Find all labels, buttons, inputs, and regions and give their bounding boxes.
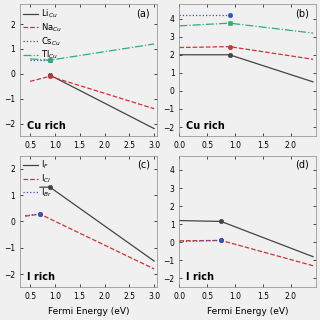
Text: (b): (b) — [295, 8, 309, 18]
Text: (c): (c) — [137, 159, 150, 170]
Tl$_{Cu}$ — [152, 42, 156, 46]
Legend: I$_{F}$, I$_{Cl}$, I$_{Br}$: I$_{F}$, I$_{Cl}$, I$_{Br}$ — [22, 157, 54, 201]
Text: (a): (a) — [136, 8, 150, 18]
Tl$_{Cu}$ — [48, 58, 52, 62]
Na$_{Cu}$ — [152, 107, 156, 111]
Legend: Li$_{Cu}$, Na$_{Cu}$, Cs$_{Cu}$, Tl$_{Cu}$: Li$_{Cu}$, Na$_{Cu}$, Cs$_{Cu}$, Tl$_{Cu… — [22, 6, 64, 63]
Line: Na$_{Cu}$: Na$_{Cu}$ — [30, 76, 154, 109]
X-axis label: Fermi Energy (eV): Fermi Energy (eV) — [48, 307, 129, 316]
I$_{F}$ — [152, 259, 156, 263]
I$_{Br}$ — [38, 212, 42, 216]
Na$_{Cu}$ — [48, 75, 52, 78]
Line: I$_{F}$: I$_{F}$ — [40, 187, 154, 261]
Tl$_{Cu}$ — [28, 57, 32, 61]
Line: I$_{Cl}$: I$_{Cl}$ — [25, 214, 154, 269]
Line: I$_{Br}$: I$_{Br}$ — [25, 214, 40, 216]
Text: I rich: I rich — [186, 272, 214, 282]
Na$_{Cu}$ — [28, 79, 32, 83]
Line: Li$_{Cu}$: Li$_{Cu}$ — [50, 75, 154, 129]
Cs$_{Cu}$ — [28, 58, 32, 62]
Li$_{Cu}$ — [152, 127, 156, 131]
I$_{Cl}$ — [38, 212, 42, 216]
I$_{F}$ — [38, 185, 42, 189]
I$_{Cl}$ — [152, 267, 156, 271]
Line: Tl$_{Cu}$: Tl$_{Cu}$ — [30, 44, 154, 60]
I$_{Cl}$ — [23, 214, 27, 218]
Text: (d): (d) — [295, 159, 309, 170]
Li$_{Cu}$ — [48, 73, 52, 77]
Cs$_{Cu}$ — [48, 58, 52, 62]
I$_{F}$ — [48, 185, 52, 189]
Text: Cu rich: Cu rich — [186, 121, 225, 131]
X-axis label: Fermi Energy (eV): Fermi Energy (eV) — [207, 307, 288, 316]
Text: Cu rich: Cu rich — [27, 121, 66, 131]
Text: I rich: I rich — [27, 272, 55, 282]
I$_{Br}$ — [23, 214, 27, 218]
